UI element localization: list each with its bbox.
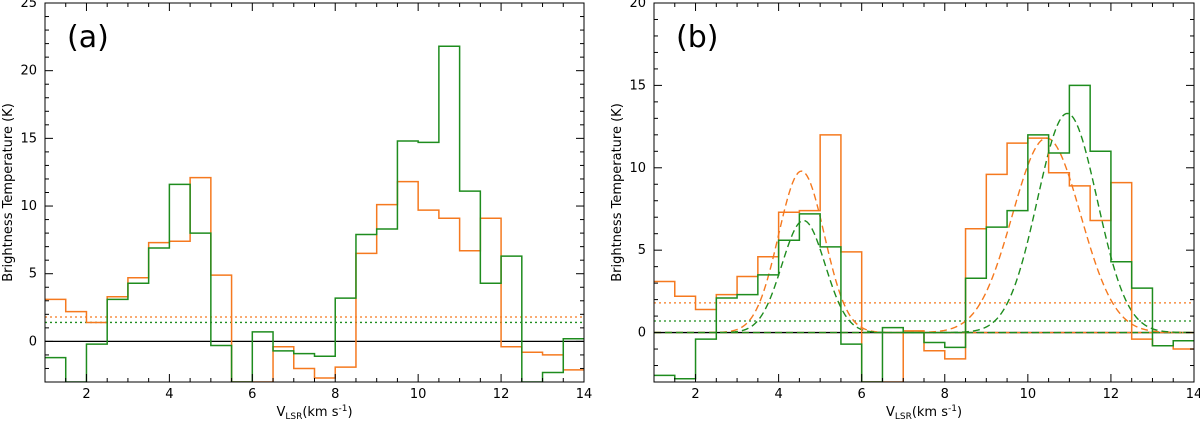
x-tick-label: 12 bbox=[1103, 387, 1120, 402]
gaussian-fit-line bbox=[654, 171, 1194, 332]
x-tick-label: 8 bbox=[941, 387, 949, 402]
series-orange-line bbox=[45, 178, 584, 382]
panel-a: 2 4 6 8 10 12 14 0 5 10 15 20 25 Brightness Temperatu… bbox=[1, 0, 592, 422]
x-tick-label: 8 bbox=[331, 387, 339, 402]
gaussian-fit-line bbox=[654, 221, 1194, 333]
x-tick-label: 2 bbox=[82, 387, 90, 402]
x-tick-label: 6 bbox=[858, 387, 866, 402]
plot-area bbox=[654, 85, 1194, 382]
series-green-line bbox=[654, 85, 1194, 382]
panel-label: (a) bbox=[67, 20, 109, 55]
x-tick-label: 6 bbox=[248, 387, 256, 402]
x-axis-label: VLSR(km s-1) bbox=[276, 404, 352, 422]
x-tick-label: 4 bbox=[774, 387, 782, 402]
y-axis-label: Brightness Temperature (K) bbox=[1, 103, 16, 282]
y-axis-label: Brightness Temperature (K) bbox=[610, 103, 625, 282]
y-tick-label: 10 bbox=[20, 199, 37, 214]
plot-frame bbox=[45, 3, 584, 382]
series-green-line bbox=[45, 46, 584, 382]
panel-b: 2 4 6 8 10 12 14 0 5 10 15 20 Brightness Temperature… bbox=[610, 0, 1200, 422]
y-tick-label: 20 bbox=[629, 0, 646, 11]
y-tick-label: 5 bbox=[29, 267, 37, 282]
x-axis-label: VLSR(km s-1) bbox=[886, 404, 962, 422]
gaussian-fit-line bbox=[654, 113, 1194, 332]
x-tick-label: 10 bbox=[410, 387, 427, 402]
y-tick-label: 10 bbox=[629, 161, 646, 176]
x-tick-label: 12 bbox=[493, 387, 510, 402]
x-tick-label: 4 bbox=[165, 387, 173, 402]
y-tick-label: 0 bbox=[29, 334, 37, 349]
plot-frame bbox=[654, 3, 1194, 382]
y-tick-label: 5 bbox=[638, 243, 646, 258]
panel-label: (b) bbox=[676, 20, 718, 55]
x-tick-label: 2 bbox=[691, 387, 699, 402]
plot-area bbox=[45, 46, 584, 382]
y-tick-label: 20 bbox=[20, 64, 37, 79]
y-tick-label: 25 bbox=[20, 0, 37, 11]
x-tick-label: 14 bbox=[576, 387, 593, 402]
y-tick-label: 15 bbox=[629, 78, 646, 93]
x-tick-label: 10 bbox=[1020, 387, 1037, 402]
x-tick-label: 14 bbox=[1186, 387, 1200, 402]
series-orange-line bbox=[654, 135, 1194, 382]
y-tick-label: 15 bbox=[20, 131, 37, 146]
y-tick-label: 0 bbox=[638, 326, 646, 341]
